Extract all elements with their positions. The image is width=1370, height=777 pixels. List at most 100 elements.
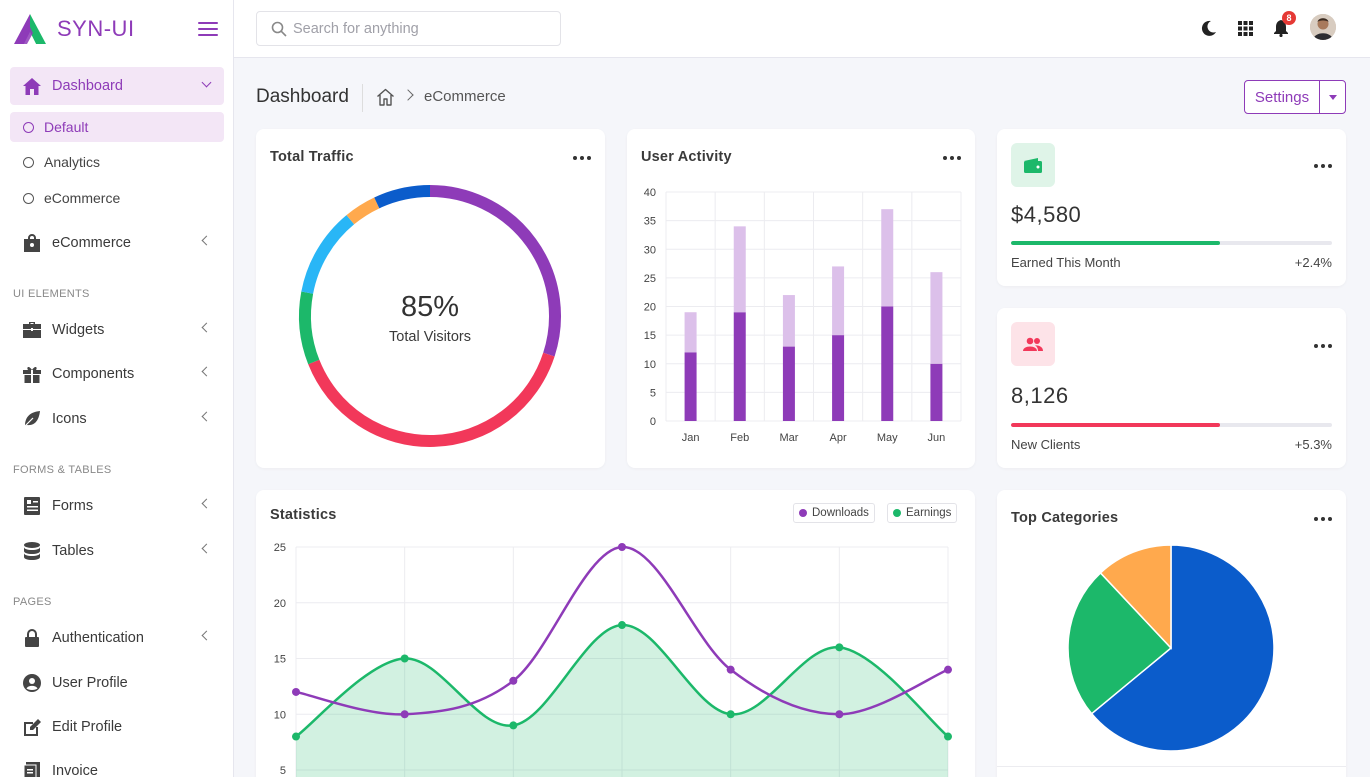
donut-slice <box>429 185 561 357</box>
brand[interactable]: SYN-UI <box>0 0 233 58</box>
more-options-icon[interactable] <box>1314 516 1332 522</box>
more-options-icon[interactable] <box>943 155 961 161</box>
sidebar-item-ecommerce[interactable]: eCommerce <box>10 224 224 262</box>
y-tick-label: 25 <box>274 542 286 554</box>
dark-mode-moon-icon[interactable] <box>1198 17 1220 39</box>
sidebar-item-user-profile[interactable]: User Profile <box>10 664 224 702</box>
earned-change: +2.4% <box>1294 255 1332 270</box>
breadcrumb-home-icon[interactable] <box>376 88 395 111</box>
clients-change: +5.3% <box>1294 437 1332 452</box>
apps-grid-icon[interactable] <box>1234 17 1256 39</box>
sidebar-subitem-analytics[interactable]: Analytics <box>10 147 224 177</box>
settings-button[interactable]: Settings <box>1244 80 1320 114</box>
sidebar-subitem-label: Default <box>44 119 89 135</box>
settings-dropdown-caret-icon[interactable] <box>1319 80 1346 114</box>
data-point <box>835 710 844 719</box>
search-input[interactable] <box>293 20 543 37</box>
breadcrumb-separator-icon <box>402 89 414 101</box>
lock-icon <box>22 628 42 648</box>
x-tick-label: Jun <box>928 432 946 444</box>
earned-progress-fill <box>1011 241 1220 245</box>
more-options-icon[interactable] <box>1314 343 1332 349</box>
area-fill <box>296 625 948 777</box>
home-icon <box>22 76 42 96</box>
y-tick-label: 35 <box>644 216 656 228</box>
card-title: Total Traffic <box>270 149 354 165</box>
user-activity-bar-chart: 0 5 10 15 20 25 30 35 40 Jan Feb Mar Apr May Jun <box>644 187 962 444</box>
sidebar-item-invoice[interactable]: Invoice <box>10 752 224 777</box>
card-title: Statistics <box>270 507 337 523</box>
clients-progress-bar <box>1011 423 1332 427</box>
donut-slice <box>299 291 320 365</box>
sidebar-item-label: Invoice <box>52 763 98 777</box>
card-divider <box>997 766 1346 767</box>
user-circle-icon <box>22 673 42 693</box>
y-tick-label: 30 <box>644 244 656 256</box>
traffic-donut-chart: 85% Total Visitors <box>299 185 561 447</box>
card-title: Top Categories <box>1011 510 1119 526</box>
sidebar-item-label: Icons <box>52 411 87 427</box>
sidebar-item-label: Tables <box>52 543 94 559</box>
sidebar-item-tables[interactable]: Tables <box>10 532 224 570</box>
legend-earnings[interactable]: Earnings <box>887 503 958 523</box>
sidebar-item-icons[interactable]: Icons <box>10 400 224 438</box>
bar <box>684 352 697 421</box>
header-divider <box>362 84 363 112</box>
sidebar-item-forms[interactable]: Forms <box>10 487 224 525</box>
breadcrumb-current: eCommerce <box>424 88 506 105</box>
sidebar-item-widgets[interactable]: Widgets <box>10 311 224 349</box>
data-point <box>292 687 300 696</box>
brand-name: SYN-UI <box>57 16 135 41</box>
data-point <box>618 621 626 630</box>
sidebar-item-edit-profile[interactable]: Edit Profile <box>10 708 224 746</box>
clients-progress-fill <box>1011 423 1220 427</box>
earned-this-month-card: $4,580 Earned This Month +2.4% <box>997 129 1346 286</box>
legend-label: Earnings <box>906 507 952 519</box>
sidebar-subitem-default[interactable]: Default <box>10 112 224 142</box>
pie-slice <box>1090 544 1275 752</box>
sidebar-item-authentication[interactable]: Authentication <box>10 619 224 657</box>
chevron-down-icon <box>201 77 212 88</box>
avatar[interactable] <box>1310 14 1336 40</box>
x-tick-label: Feb <box>730 432 749 444</box>
legend-downloads[interactable]: Downloads <box>793 503 875 523</box>
data-point <box>509 676 518 685</box>
section-title-pages: PAGES <box>13 596 52 608</box>
sidebar-subitem-label: Analytics <box>44 154 101 170</box>
notification-bell-icon[interactable]: 8 <box>1270 11 1296 39</box>
donut-slice <box>301 215 355 294</box>
bar <box>782 346 795 421</box>
more-options-icon[interactable] <box>573 155 591 161</box>
data-point <box>944 732 952 741</box>
bar <box>832 335 845 421</box>
section-title-ui: UI ELEMENTS <box>13 288 90 300</box>
y-tick-label: 15 <box>274 654 286 666</box>
top-categories-card: Top Categories <box>997 490 1346 777</box>
y-tick-label: 5 <box>650 387 656 399</box>
notification-badge: 8 <box>1282 11 1296 25</box>
chevron-left-icon <box>201 235 212 246</box>
sidebar-item-label: Widgets <box>52 322 105 338</box>
search-box[interactable] <box>256 11 561 46</box>
bar <box>832 266 845 336</box>
earned-value: $4,580 <box>1011 202 1082 227</box>
sidebar-item-label: User Profile <box>52 675 128 691</box>
data-point <box>726 710 735 719</box>
page-title: Dashboard <box>256 86 349 107</box>
sidebar: SYN-UI Dashboard Default Analytics eComm… <box>0 0 234 777</box>
y-tick-label: 20 <box>274 598 286 610</box>
clients-value: 8,126 <box>1011 383 1069 408</box>
y-tick-label: 15 <box>644 330 656 342</box>
sidebar-subitem-ecommerce[interactable]: eCommerce <box>10 183 224 213</box>
topbar: 8 <box>234 0 1370 58</box>
y-tick-label: 10 <box>644 359 656 371</box>
user-activity-card: User Activity 0 5 10 15 20 25 30 35 40 Jan Feb Mar A… <box>627 129 975 468</box>
brand-logo-icon <box>14 14 46 44</box>
sidebar-item-label: Components <box>52 366 135 382</box>
total-traffic-card: Total Traffic 85% Total Visitors <box>256 129 605 468</box>
sidebar-item-components[interactable]: Components <box>10 355 224 393</box>
top-categories-pie-chart <box>1067 544 1275 752</box>
more-options-icon[interactable] <box>1314 163 1332 169</box>
sidebar-item-dashboard[interactable]: Dashboard <box>10 67 224 105</box>
hamburger-menu-icon[interactable] <box>198 22 218 38</box>
